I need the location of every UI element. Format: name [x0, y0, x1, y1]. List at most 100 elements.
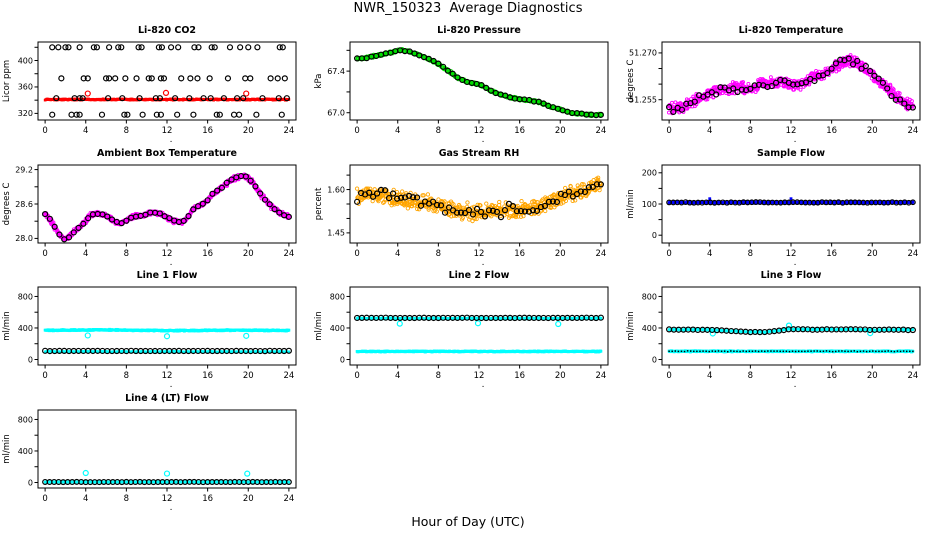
series-line2-avg — [354, 314, 604, 322]
series-line1-flow-band — [43, 327, 291, 333]
x-tick-label: 16 — [514, 249, 525, 259]
series-sample-avg — [666, 199, 916, 206]
series-layer — [42, 327, 292, 355]
x-tick-label: 16 — [826, 126, 837, 136]
subplot-sample-flow: Sample Flow 0 4 8 12 16 20 24. 0 100 200 ml/min — [626, 148, 921, 268]
x-tick-label: 24 — [595, 249, 606, 259]
series-layer — [354, 314, 604, 354]
subplot-xlabel: . — [482, 380, 485, 390]
y-tick-label: 51.255 — [629, 96, 657, 105]
x-tick-label: 24 — [283, 126, 294, 136]
x-tick-label: 4 — [707, 249, 712, 259]
x-tick-label: 4 — [395, 126, 400, 136]
y-axis-unit-label: ml/min — [2, 311, 12, 341]
y-tick-label: 800 — [330, 292, 345, 301]
x-tick-label: 8 — [124, 371, 129, 381]
x-tick-label: 16 — [826, 249, 837, 259]
subplot-xlabel: . — [170, 503, 173, 513]
x-tick-label: 4 — [395, 371, 400, 381]
y-tick-label: 1.45 — [327, 229, 345, 238]
subplot-ambient-box-temperature: Ambient Box Temperature 0 4 8 12 16 20 24. 28.0 2… — [2, 148, 297, 268]
series-layer — [42, 172, 292, 243]
x-tick-label: 4 — [395, 249, 400, 259]
x-tick-label: 12 — [162, 126, 173, 136]
x-tick-label: 8 — [748, 249, 753, 259]
x-tick-label: 12 — [162, 249, 173, 259]
x-tick-label: 12 — [786, 371, 797, 381]
x-tick-label: 8 — [124, 249, 129, 259]
x-tick-label: 8 — [436, 126, 441, 136]
subplot-xlabel: . — [482, 258, 485, 268]
y-tick-label: 200 — [642, 169, 657, 178]
x-tick-label: 0 — [42, 126, 47, 136]
y-tick-label: 0 — [28, 355, 33, 364]
series-ambient-cloud — [43, 172, 292, 243]
y-tick-label: 67.0 — [327, 109, 345, 118]
x-tick-label: 12 — [474, 126, 485, 136]
x-tick-label: 16 — [202, 249, 213, 259]
series-line3-avg — [666, 326, 916, 336]
x-tick-label: 0 — [354, 126, 359, 136]
series-line3-dips — [709, 322, 874, 337]
x-tick-label: 24 — [595, 126, 606, 136]
x-tick-label: 12 — [162, 371, 173, 381]
series-line4-band — [43, 480, 291, 484]
y-tick-label: 400 — [18, 447, 33, 456]
subplot-li-820-co2: Li-820 CO2 0 4 8 12 16 20 24. 320 360 400 Licor ppm — [2, 25, 297, 145]
y-tick-label: 29.2 — [15, 165, 33, 174]
series-line2-dips — [396, 320, 562, 328]
x-tick-label: 8 — [124, 126, 129, 136]
subplot-xlabel: . — [794, 135, 797, 145]
series-pressure-avg — [354, 47, 604, 119]
subplot-title: Li-820 Temperature — [739, 25, 844, 36]
series-layer — [43, 44, 291, 118]
series-line2-low-band — [355, 349, 603, 354]
y-axis-unit-label: ml/min — [626, 311, 636, 341]
y-tick-label: 400 — [18, 324, 33, 333]
x-tick-label: 20 — [867, 371, 878, 381]
x-tick-label: 4 — [83, 249, 88, 259]
subplot-line-3-flow: Line 3 Flow 0 4 8 12 16 20 24. 0 400 800 ml/min — [626, 270, 921, 390]
subplot-xlabel: . — [170, 258, 173, 268]
x-axis-label: Hour of Day (UTC) — [411, 514, 525, 529]
subplot-xlabel: . — [794, 380, 797, 390]
y-tick-label: 400 — [642, 324, 657, 333]
x-tick-label: 12 — [474, 249, 485, 259]
series-layer — [666, 197, 916, 206]
x-tick-label: 0 — [354, 249, 359, 259]
series-ambient-avg — [42, 172, 292, 243]
series-line1-avg — [42, 347, 292, 355]
subplot-li-820-temperature: Li-820 Temperature 0 4 8 12 16 20 24. 51.255 51.2… — [626, 25, 921, 145]
x-tick-label: 16 — [202, 371, 213, 381]
plot-frame — [37, 41, 297, 121]
y-tick-label: 51.270 — [629, 49, 657, 58]
x-tick-label: 0 — [42, 494, 47, 504]
main-title: NWR_150323 Average Diagnostics — [353, 1, 583, 16]
y-tick-label: 800 — [18, 415, 33, 424]
y-axis-unit-label: degrees C — [2, 183, 12, 226]
subplot-title: Sample Flow — [757, 148, 825, 159]
x-tick-label: 16 — [202, 494, 213, 504]
x-tick-label: 4 — [83, 126, 88, 136]
y-tick-label: 100 — [642, 200, 657, 209]
subplot-title: Line 4 (LT) Flow — [125, 393, 209, 404]
subplot-line-4-lt-flow: Line 4 (LT) Flow 0 4 8 12 16 20 24. 0 400 800 ml/mi… — [2, 393, 297, 513]
y-axis-unit-label: ml/min — [2, 434, 12, 464]
x-tick-label: 24 — [595, 371, 606, 381]
x-tick-label: 0 — [666, 249, 671, 259]
x-tick-label: 24 — [907, 249, 918, 259]
y-tick-label: 1.60 — [327, 185, 345, 194]
y-tick-label: 360 — [18, 83, 33, 92]
subplot-title: Gas Stream RH — [439, 148, 520, 159]
series-layer — [666, 322, 916, 354]
series-layer — [354, 175, 604, 224]
y-axis-unit-label: Licor ppm — [2, 60, 12, 102]
x-tick-label: 24 — [283, 371, 294, 381]
series-line1-dips — [84, 332, 250, 340]
subplot-title: Line 1 Flow — [137, 270, 198, 281]
y-tick-label: 400 — [18, 56, 33, 65]
x-tick-label: 20 — [555, 371, 566, 381]
x-tick-label: 20 — [555, 249, 566, 259]
series-line3-low-band — [667, 349, 915, 354]
